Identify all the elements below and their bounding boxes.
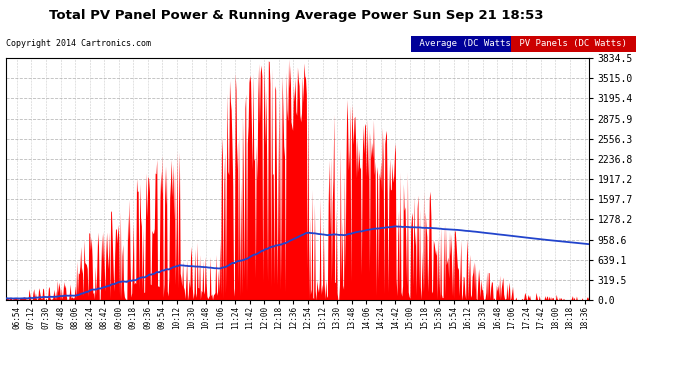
Text: Average (DC Watts): Average (DC Watts) — [414, 39, 522, 48]
Text: PV Panels (DC Watts): PV Panels (DC Watts) — [514, 39, 632, 48]
Text: Total PV Panel Power & Running Average Power Sun Sep 21 18:53: Total PV Panel Power & Running Average P… — [50, 9, 544, 22]
Text: Copyright 2014 Cartronics.com: Copyright 2014 Cartronics.com — [6, 39, 150, 48]
